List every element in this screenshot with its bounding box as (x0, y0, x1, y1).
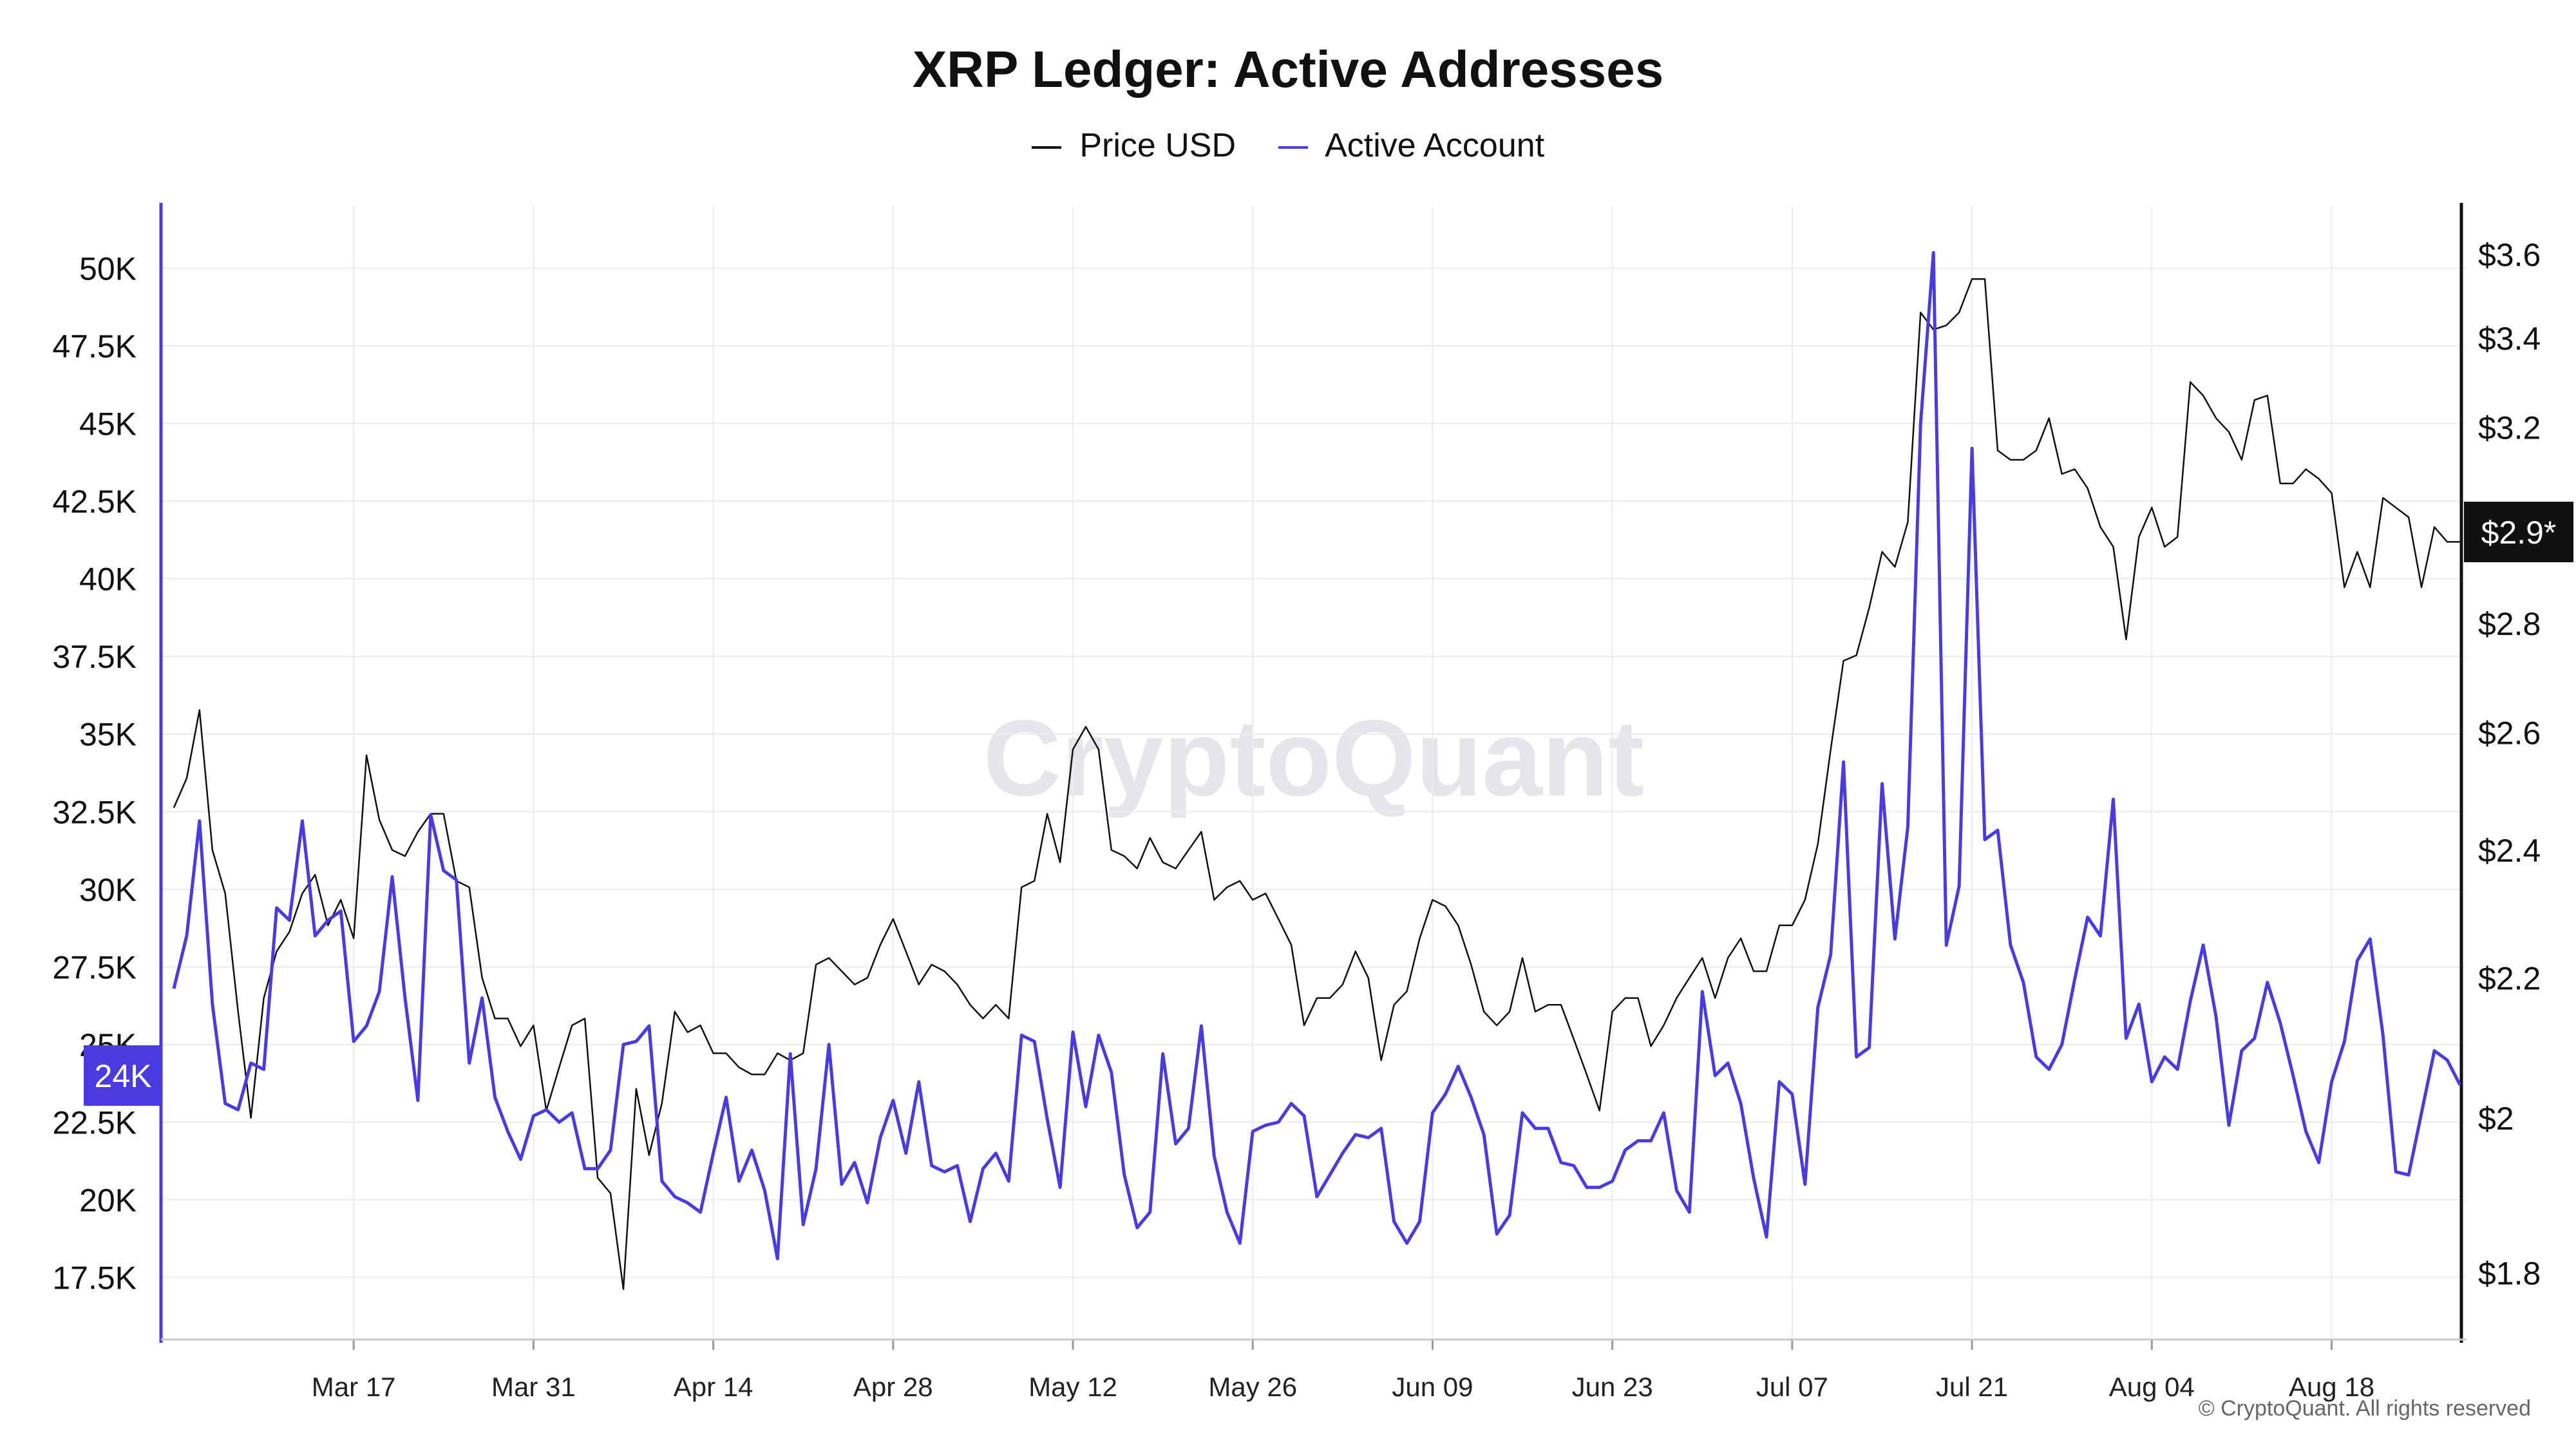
watermark: CryptoQuant (983, 697, 1645, 819)
axes (159, 203, 2467, 1350)
y-left-tick-label: 22.5K (52, 1104, 137, 1141)
y-left-tick-label: 42.5K (52, 484, 137, 520)
x-tick-label: Jul 21 (1936, 1372, 2008, 1402)
x-tick-label: Apr 14 (674, 1372, 753, 1402)
y-left-tick-label: 17.5K (52, 1260, 137, 1296)
y-right-tick-label: $2.2 (2478, 960, 2541, 996)
y-right-tick-label: $2.8 (2478, 606, 2541, 642)
y-right-tick-label: $3.6 (2478, 237, 2541, 273)
legend-label-active: Active Account (1325, 127, 1545, 164)
y-left-tick-label: 35K (79, 717, 137, 753)
y-left-tick-label: 27.5K (52, 949, 137, 985)
y-right-tick-label: $1.8 (2478, 1255, 2541, 1291)
legend-swatch-price (1031, 146, 1061, 149)
x-tick-label: Mar 31 (491, 1372, 576, 1402)
series (172, 251, 2462, 1291)
grid (161, 206, 2467, 1340)
y-left-tick-label: 37.5K (52, 639, 137, 675)
current-value-badge-right (2464, 502, 2573, 563)
y-right-tick-label: $3.2 (2478, 410, 2541, 446)
x-tick-label: Aug 04 (2109, 1372, 2195, 1402)
x-tick-label: Apr 28 (853, 1372, 933, 1402)
current-value-label-left: 24K (95, 1058, 152, 1094)
x-tick-label: Mar 17 (312, 1372, 396, 1402)
copyright-notice: © CryptoQuant. All rights reserved (2198, 1396, 2531, 1421)
y-left-tick-label: 30K (79, 872, 137, 908)
y-left-tick-label: 45K (79, 406, 137, 442)
legend-swatch-active (1278, 146, 1309, 149)
y-left-tick-label: 40K (79, 562, 137, 598)
series-line-active-account (172, 251, 2462, 1261)
chart-title: XRP Ledger: Active Addresses (912, 41, 1664, 98)
y-right-tick-label: $2 (2478, 1101, 2514, 1137)
y-left-tick-label: 47.5K (52, 328, 137, 365)
x-tick-label: Aug 18 (2289, 1372, 2374, 1402)
x-tick-label: Jun 09 (1392, 1372, 1473, 1402)
y-right-tick-label: $2.4 (2478, 833, 2541, 869)
y-left-tick-label: 50K (79, 251, 137, 287)
current-value-badge-left (84, 1045, 162, 1106)
tick-labels: 50K 47.5K 45K 42.5K 40K 37.5K 35K 32.5K 30K 27.5K… (52, 237, 2573, 1402)
legend: Price USD Active Account (0, 126, 2576, 165)
y-left-tick-label: 32.5K (52, 794, 137, 830)
y-left-tick-label: 20K (79, 1182, 137, 1218)
x-tick-label: Jun 23 (1572, 1372, 1653, 1402)
current-value-label-right: $2.9* (2481, 515, 2557, 551)
x-tick-label: May 12 (1028, 1372, 1117, 1402)
legend-label-price: Price USD (1079, 127, 1236, 164)
legend-item-active[interactable]: Active Account (1278, 126, 1544, 165)
x-tick-label: Jul 07 (1756, 1372, 1828, 1402)
series-line-price-usd (173, 278, 2460, 1291)
y-right-tick-label: $3.4 (2478, 321, 2541, 357)
y-right-tick-label: $2.6 (2478, 715, 2541, 751)
legend-item-price[interactable]: Price USD (1031, 126, 1236, 165)
x-tick-label: May 26 (1208, 1372, 1297, 1402)
